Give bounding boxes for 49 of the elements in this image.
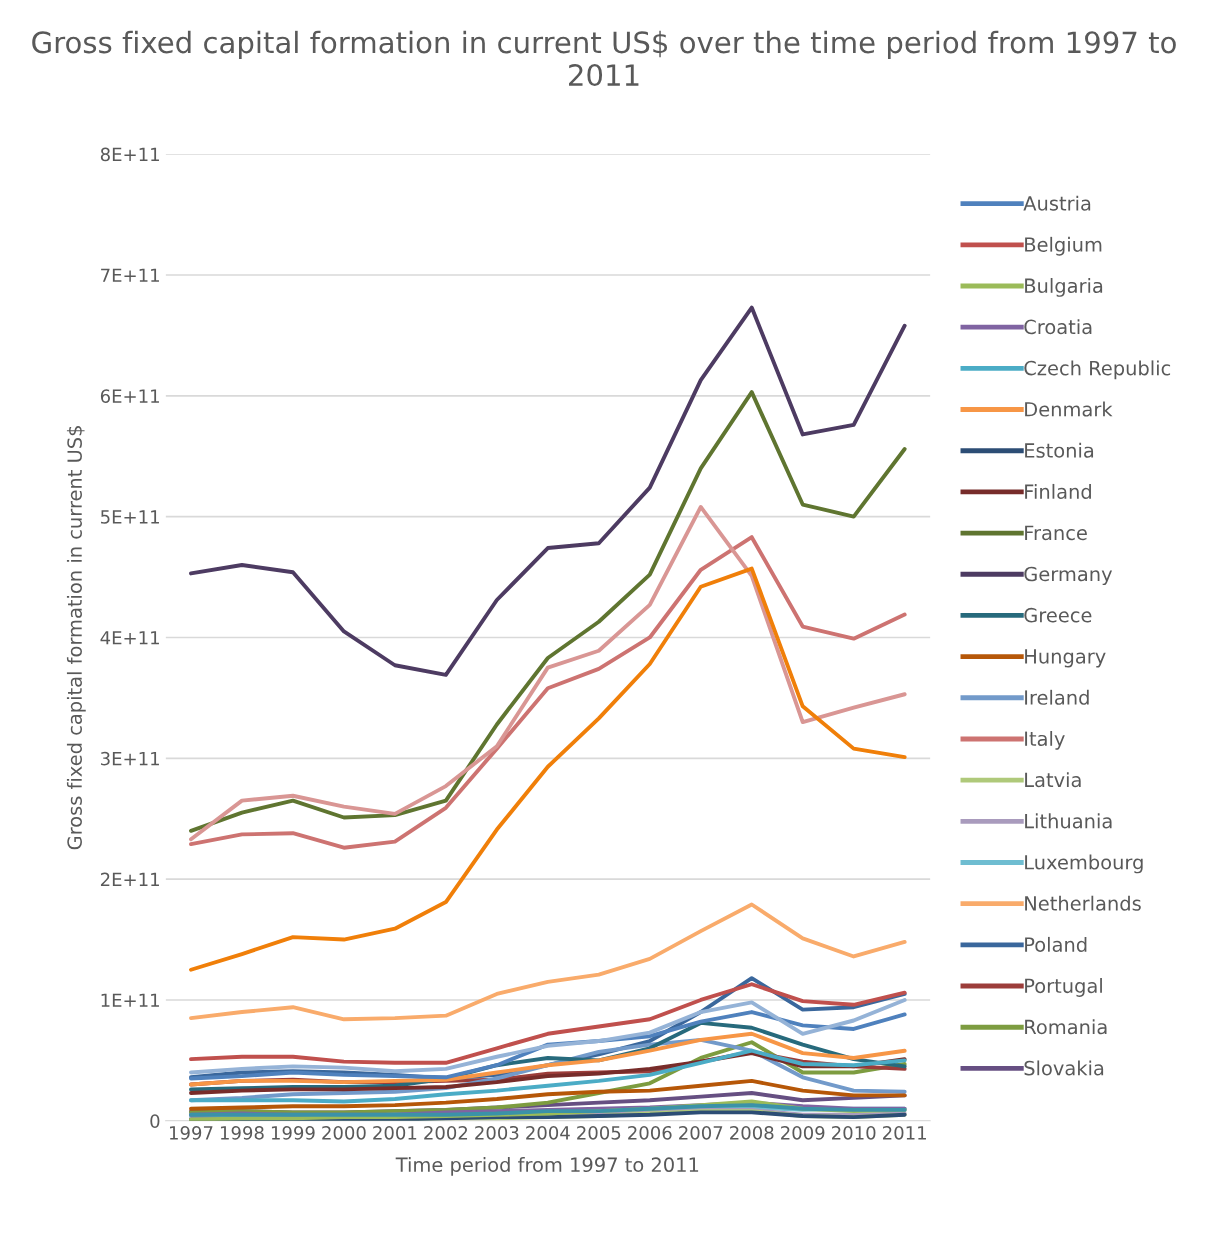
legend-label: Ireland bbox=[1025, 689, 1089, 705]
x-tick-label: 2011 bbox=[883, 1125, 926, 1140]
x-tick-label: 2007 bbox=[679, 1125, 723, 1140]
y-tick-label: 6E+11 bbox=[100, 389, 159, 403]
y-tick-label: 7E+11 bbox=[101, 268, 159, 282]
y-tick-label: 1E+11 bbox=[101, 993, 159, 1007]
y-tick-label: 4E+11 bbox=[100, 631, 159, 645]
x-tick-label: 1998 bbox=[220, 1125, 264, 1140]
legend-label: Croatia bbox=[1024, 319, 1092, 335]
x-tick-label: 2004 bbox=[526, 1125, 570, 1140]
legend-label: Poland bbox=[1025, 936, 1087, 952]
legend-label: Denmark bbox=[1025, 401, 1113, 417]
x-tick-label: 2009 bbox=[781, 1125, 825, 1140]
legend-label: Italy bbox=[1025, 731, 1065, 750]
legend-label: Estonia bbox=[1025, 442, 1094, 458]
x-tick-label: 2003 bbox=[475, 1125, 519, 1140]
x-tick-label: 2002 bbox=[424, 1125, 468, 1140]
legend-label: Austria bbox=[1023, 195, 1091, 211]
legend-label: Finland bbox=[1025, 483, 1091, 499]
x-tick-label: 1997 bbox=[169, 1125, 213, 1140]
x-tick-label: 2008 bbox=[730, 1125, 774, 1140]
legend-label: Belgium bbox=[1025, 236, 1102, 256]
legend-label: Greece bbox=[1024, 607, 1092, 623]
legend-label: Luxembourg bbox=[1025, 854, 1143, 874]
legend-label: Lithuania bbox=[1025, 813, 1112, 829]
y-tick-label: 3E+11 bbox=[101, 751, 159, 766]
x-tick-label: 2005 bbox=[577, 1125, 621, 1140]
legend-label: Netherlands bbox=[1025, 895, 1141, 911]
x-tick-label: 2000 bbox=[322, 1125, 366, 1140]
legend-label: Hungary bbox=[1025, 649, 1106, 668]
y-tick-label: 0 bbox=[150, 1114, 160, 1128]
x-tick-label: 2010 bbox=[832, 1125, 876, 1140]
chart-title: Gross fixed capital formation in current US$ over the time period from 1997 to 2011 bbox=[32, 30, 1176, 87]
legend-label: Romania bbox=[1025, 1019, 1107, 1035]
x-tick-label: 2001 bbox=[373, 1125, 417, 1140]
x-axis-title: Time period from 1997 to 2011 bbox=[395, 1157, 699, 1176]
y-tick-label: 8E+11 bbox=[100, 147, 159, 162]
x-tick-label: 1999 bbox=[271, 1125, 315, 1140]
legend-label: Portugal bbox=[1025, 978, 1102, 997]
legend-label: Slovakia bbox=[1024, 1060, 1104, 1076]
legend-label: France bbox=[1025, 525, 1087, 541]
legend-label: Czech Republic bbox=[1024, 360, 1171, 380]
legend-label: Latvia bbox=[1025, 772, 1081, 788]
x-tick-label: 2006 bbox=[628, 1125, 672, 1140]
legend-label: Bulgaria bbox=[1025, 278, 1103, 297]
y-axis-title: Gross fixed capital formation in current US$ bbox=[66, 426, 86, 850]
y-tick-label: 2E+11 bbox=[100, 872, 159, 886]
y-tick-label: 5E+11 bbox=[101, 510, 159, 524]
legend-label: Germany bbox=[1024, 566, 1113, 586]
